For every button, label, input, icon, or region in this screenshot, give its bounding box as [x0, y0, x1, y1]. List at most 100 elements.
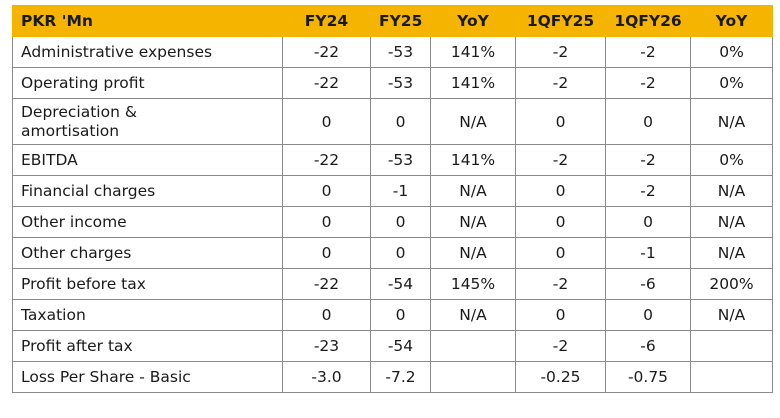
cell: 141% [430, 36, 516, 68]
cell: 0 [515, 299, 606, 331]
header-cell: FY25 [370, 5, 431, 37]
row-label: Financial charges [12, 175, 283, 207]
cell: 0% [690, 36, 773, 68]
financial-table: PKR 'Mn FY24 FY25 YoY 1QFY25 1QFY26 YoY Admini… [12, 5, 773, 393]
cell: -2 [515, 36, 606, 68]
cell: N/A [690, 175, 773, 207]
cell: -2 [515, 330, 606, 362]
cell: 141% [430, 67, 516, 99]
cell [430, 330, 516, 362]
table-row: Administrative expenses -22 -53 141% -2 -2 0% [12, 36, 773, 68]
row-label: Profit after tax [12, 330, 283, 362]
cell: 0 [282, 237, 371, 269]
cell: -2 [515, 67, 606, 99]
cell: -53 [370, 36, 431, 68]
table-row: Operating profit -22 -53 141% -2 -2 0% [12, 67, 773, 99]
cell: -6 [605, 330, 691, 362]
cell: 0 [515, 206, 606, 238]
table-row: Financial charges 0 -1 N/A 0 -2 N/A [12, 175, 773, 207]
cell: -1 [605, 237, 691, 269]
cell: 0 [605, 206, 691, 238]
cell: 0 [282, 206, 371, 238]
cell: 0 [370, 237, 431, 269]
cell: -22 [282, 67, 371, 99]
cell: N/A [430, 237, 516, 269]
cell: -53 [370, 144, 431, 176]
row-label: Other income [12, 206, 283, 238]
row-label: Loss Per Share - Basic [12, 361, 283, 393]
cell: -2 [605, 144, 691, 176]
cell: -2 [605, 67, 691, 99]
cell: 0 [370, 206, 431, 238]
cell: -22 [282, 144, 371, 176]
cell: 0 [370, 98, 431, 145]
table-row: Depreciation & amortisation 0 0 N/A 0 0 N/A [12, 98, 773, 145]
cell: -22 [282, 268, 371, 300]
row-label: Profit before tax [12, 268, 283, 300]
cell: -22 [282, 36, 371, 68]
cell: N/A [430, 98, 516, 145]
cell: -1 [370, 175, 431, 207]
table-row: Loss Per Share - Basic -3.0 -7.2 -0.25 -0.75 [12, 361, 773, 393]
cell: 0 [370, 299, 431, 331]
row-label: Depreciation & amortisation [12, 98, 283, 145]
cell [690, 330, 773, 362]
table-body: Administrative expenses -22 -53 141% -2 -2 0% O… [12, 36, 773, 393]
cell: 145% [430, 268, 516, 300]
cell: -54 [370, 330, 431, 362]
cell: -3.0 [282, 361, 371, 393]
cell: 0 [282, 98, 371, 145]
cell: 200% [690, 268, 773, 300]
table-row: Other income 0 0 N/A 0 0 N/A [12, 206, 773, 238]
cell: -2 [515, 144, 606, 176]
header-cell: PKR 'Mn [12, 5, 283, 37]
row-label: EBITDA [12, 144, 283, 176]
cell: -2 [515, 268, 606, 300]
cell [690, 361, 773, 393]
cell: 0 [605, 98, 691, 145]
cell: 141% [430, 144, 516, 176]
table-row: Profit before tax -22 -54 145% -2 -6 200% [12, 268, 773, 300]
table-row: Other charges 0 0 N/A 0 -1 N/A [12, 237, 773, 269]
cell: N/A [430, 299, 516, 331]
cell: -2 [605, 175, 691, 207]
cell: 0 [605, 299, 691, 331]
cell [430, 361, 516, 393]
cell: -23 [282, 330, 371, 362]
row-label: Operating profit [12, 67, 283, 99]
table-row: Profit after tax -23 -54 -2 -6 [12, 330, 773, 362]
cell: 0 [282, 299, 371, 331]
cell: N/A [690, 206, 773, 238]
cell: -6 [605, 268, 691, 300]
row-label: Taxation [12, 299, 283, 331]
cell: 0% [690, 67, 773, 99]
table-row: EBITDA -22 -53 141% -2 -2 0% [12, 144, 773, 176]
row-label: Administrative expenses [12, 36, 283, 68]
cell: 0 [515, 237, 606, 269]
cell: 0 [515, 98, 606, 145]
cell: N/A [430, 206, 516, 238]
table-row: Taxation 0 0 N/A 0 0 N/A [12, 299, 773, 331]
header-cell: 1QFY26 [605, 5, 691, 37]
header-cell: FY24 [282, 5, 371, 37]
cell: N/A [690, 237, 773, 269]
cell: 0% [690, 144, 773, 176]
cell: -0.25 [515, 361, 606, 393]
cell: N/A [690, 299, 773, 331]
header-row: PKR 'Mn FY24 FY25 YoY 1QFY25 1QFY26 YoY [12, 5, 773, 37]
header-cell: 1QFY25 [515, 5, 606, 37]
header-cell: YoY [430, 5, 516, 37]
cell: -7.2 [370, 361, 431, 393]
cell: N/A [690, 98, 773, 145]
header-cell: YoY [690, 5, 773, 37]
row-label: Other charges [12, 237, 283, 269]
cell: -2 [605, 36, 691, 68]
cell: N/A [430, 175, 516, 207]
cell: 0 [515, 175, 606, 207]
cell: -53 [370, 67, 431, 99]
cell: -54 [370, 268, 431, 300]
cell: -0.75 [605, 361, 691, 393]
cell: 0 [282, 175, 371, 207]
row-label-text: Depreciation & amortisation [21, 102, 137, 140]
